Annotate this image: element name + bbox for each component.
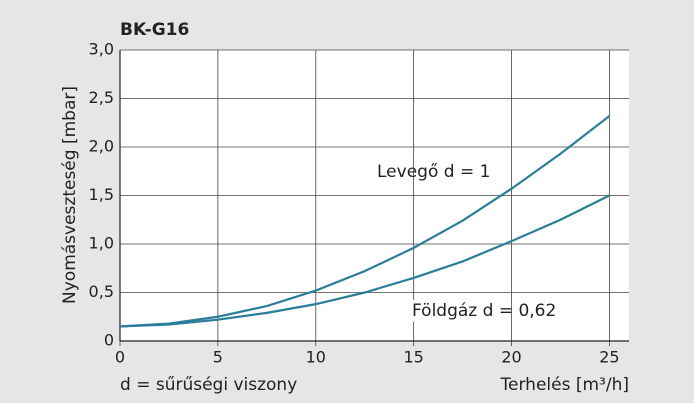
x-tick-label: 5 [213, 348, 223, 367]
y-tick-label: 1,0 [89, 234, 114, 253]
y-tick-label: 2,5 [89, 88, 114, 107]
x-tick-label: 20 [501, 348, 521, 367]
series-label: Levegő d = 1 [377, 162, 490, 182]
label-bg [410, 300, 414, 322]
series-line [119, 194, 610, 328]
label-bg [375, 161, 379, 183]
x-tick-label: 15 [403, 348, 423, 367]
series-label: Földgáz d = 0,62 [412, 301, 556, 321]
y-tick-label: 1,5 [89, 185, 114, 204]
series-line [119, 115, 611, 328]
x-axis-label: Terhelés [m³/h] [500, 375, 629, 395]
y-axis-label: Nyomásveszteség [mbar] [60, 86, 80, 304]
y-tick-label: 0,5 [89, 282, 114, 301]
annotation: d = sűrűségi viszony [120, 375, 297, 395]
y-tick-label: 0 [104, 331, 114, 350]
chart-title: BK-G16 [120, 20, 189, 40]
x-tick-label: 25 [599, 348, 619, 367]
y-tick-label: 2,0 [89, 137, 114, 156]
y-tick-label: 3,0 [89, 40, 114, 59]
x-tick-label: 0 [115, 348, 125, 367]
x-tick-label: 10 [306, 348, 326, 367]
